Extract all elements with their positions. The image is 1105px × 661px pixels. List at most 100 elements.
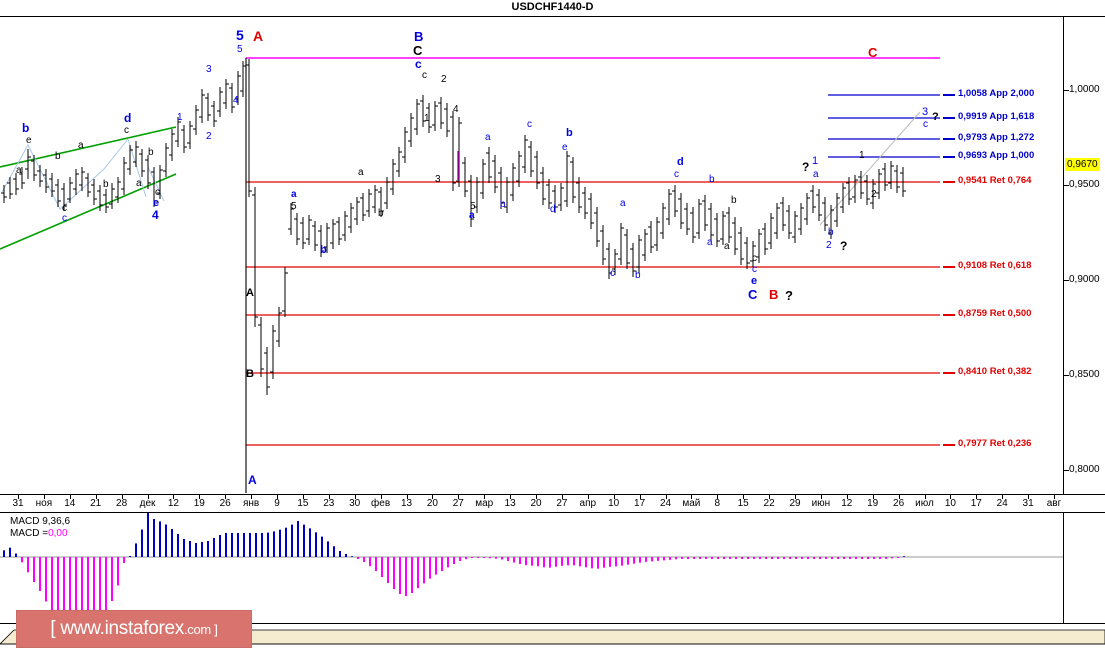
level-label-ret-0382: 0,8410 Ret 0,382 xyxy=(958,366,1032,377)
time-label-20: 20 xyxy=(426,498,438,509)
time-label-27: 27 xyxy=(452,498,464,509)
time-tick xyxy=(354,495,356,499)
time-tick xyxy=(432,495,434,499)
wave-label-4-4: 4 xyxy=(233,95,239,106)
wave-label-3-3: 3 xyxy=(206,64,212,75)
time-label-12: 12 xyxy=(167,498,179,509)
time-tick xyxy=(898,495,900,499)
wave-label-B-59: B xyxy=(769,287,779,302)
price-tick-mark xyxy=(1064,375,1069,376)
macd-axis xyxy=(1064,513,1105,623)
time-label-15: 15 xyxy=(737,498,749,509)
wave-label-c-13: c xyxy=(62,213,67,224)
level-label-app-1618: 0,9919 App 1,618 xyxy=(958,111,1035,122)
wave-label-a-53: a xyxy=(707,237,713,248)
wave-label-d-43: d xyxy=(550,204,556,215)
wave-label-c-33: c xyxy=(422,70,427,81)
time-label-26: 26 xyxy=(219,498,231,509)
level-dash-ret-0500 xyxy=(943,314,955,316)
time-label-31: 31 xyxy=(12,498,24,509)
watermark-suffix: .com ] xyxy=(183,622,218,637)
time-label-28: 28 xyxy=(116,498,128,509)
time-label-31: 31 xyxy=(1022,498,1034,509)
macd-pane[interactable]: MACD 9,36,6 MACD =0,00 xyxy=(0,513,1064,623)
wave-label-e-45: e xyxy=(562,142,568,153)
time-label-фев: фев xyxy=(371,498,391,509)
chart-title: USDCHF1440-D xyxy=(511,1,594,13)
price-tick-mark xyxy=(1064,470,1069,471)
wave-label-a-17: a xyxy=(136,178,142,189)
watermark-brand: www.instaforex xyxy=(60,618,184,639)
wave-label-a-66: a xyxy=(813,169,819,180)
time-label-10: 10 xyxy=(944,498,956,509)
time-label-21: 21 xyxy=(90,498,102,509)
price-chart-pane[interactable]: 1,0058 App 2,000 0,9919 App 1,618 0,9793… xyxy=(0,17,1064,494)
price-tick-0-8500: 0,8500 xyxy=(1069,369,1100,380)
level-dash-ret-0382 xyxy=(943,372,955,374)
wave-label-3-69: 3 xyxy=(922,106,929,118)
time-tick xyxy=(43,495,45,499)
wave-label-C-31: C xyxy=(413,43,423,58)
time-label-23: 23 xyxy=(323,498,335,509)
price-tick-0-9000: 0,9000 xyxy=(1069,274,1100,285)
time-label-мар: мар xyxy=(475,498,494,509)
wave-label-a-40: a xyxy=(485,132,491,143)
wave-label-c-12: c xyxy=(62,203,67,214)
wave-label-2-62: 2 xyxy=(826,240,832,251)
level-dash-app-2000 xyxy=(943,94,955,96)
time-axis[interactable]: 31 ноя 14 21 28 дек 12 19 26 янв 9 15 23 30 фев 13 20 27 м… xyxy=(0,494,1105,513)
time-tick xyxy=(872,495,874,499)
time-label-14: 14 xyxy=(64,498,76,509)
price-tick-1-0000: 1,0000 xyxy=(1069,84,1100,95)
wave-label-c-55: c xyxy=(752,253,757,264)
time-label-24: 24 xyxy=(996,498,1008,509)
wave-label-b-14: b xyxy=(103,179,109,190)
wave-label-a-25: a xyxy=(291,189,297,200)
wave-label-c-32: c xyxy=(415,57,422,71)
wave-label-2-68: 2 xyxy=(871,189,877,200)
time-tick xyxy=(561,495,563,499)
time-label-22: 22 xyxy=(763,498,775,509)
wave-label-b-48: b xyxy=(635,270,641,281)
wave-label-question-60: ? xyxy=(785,288,793,303)
wave-label-A-22: A xyxy=(246,287,254,299)
wave-label-c-42: c xyxy=(527,119,532,130)
level-label-ret-0500: 0,8759 Ret 0,500 xyxy=(958,308,1032,319)
time-tick xyxy=(1054,495,1055,499)
time-tick xyxy=(976,495,978,499)
wave-label-question-64: ? xyxy=(802,160,810,174)
wave-label-b-51: b xyxy=(709,174,715,185)
time-tick xyxy=(536,495,537,499)
wave-label-5-38: 5 xyxy=(470,201,476,212)
time-tick xyxy=(95,495,97,499)
wave-label-b-7: b xyxy=(22,121,30,135)
time-label-27: 27 xyxy=(556,498,568,509)
instaforex-watermark: [ www.instaforex.com ] xyxy=(16,610,252,648)
time-tick xyxy=(1002,495,1004,499)
time-tick xyxy=(251,495,253,499)
time-tick xyxy=(717,495,719,499)
time-label-20: 20 xyxy=(530,498,542,509)
time-tick xyxy=(691,495,693,499)
wave-label-4-36: 4 xyxy=(453,104,459,115)
price-tick-mark xyxy=(1064,90,1069,91)
wave-label-b-11: b xyxy=(55,151,61,162)
time-tick xyxy=(121,495,123,499)
wave-label-5-0: 5 xyxy=(236,27,244,43)
time-tick xyxy=(277,495,278,499)
price-tick-mark xyxy=(1064,280,1069,281)
wave-label-B-30: B xyxy=(414,29,424,44)
time-tick xyxy=(769,495,771,499)
wave-label-e-20: e xyxy=(153,197,160,209)
time-tick xyxy=(587,495,589,499)
projection-helper-right xyxy=(819,111,921,226)
wave-label-b-52: b xyxy=(731,195,737,206)
zigzag-helper-left-2 xyxy=(147,166,165,202)
wave-label-4-21: 4 xyxy=(152,208,159,222)
time-label-30: 30 xyxy=(349,498,361,509)
wave-label-a-46: a xyxy=(620,198,626,209)
time-tick xyxy=(950,495,952,499)
wave-label-a-9: a xyxy=(16,165,22,176)
wave-label-5-26: 5 xyxy=(291,201,297,212)
